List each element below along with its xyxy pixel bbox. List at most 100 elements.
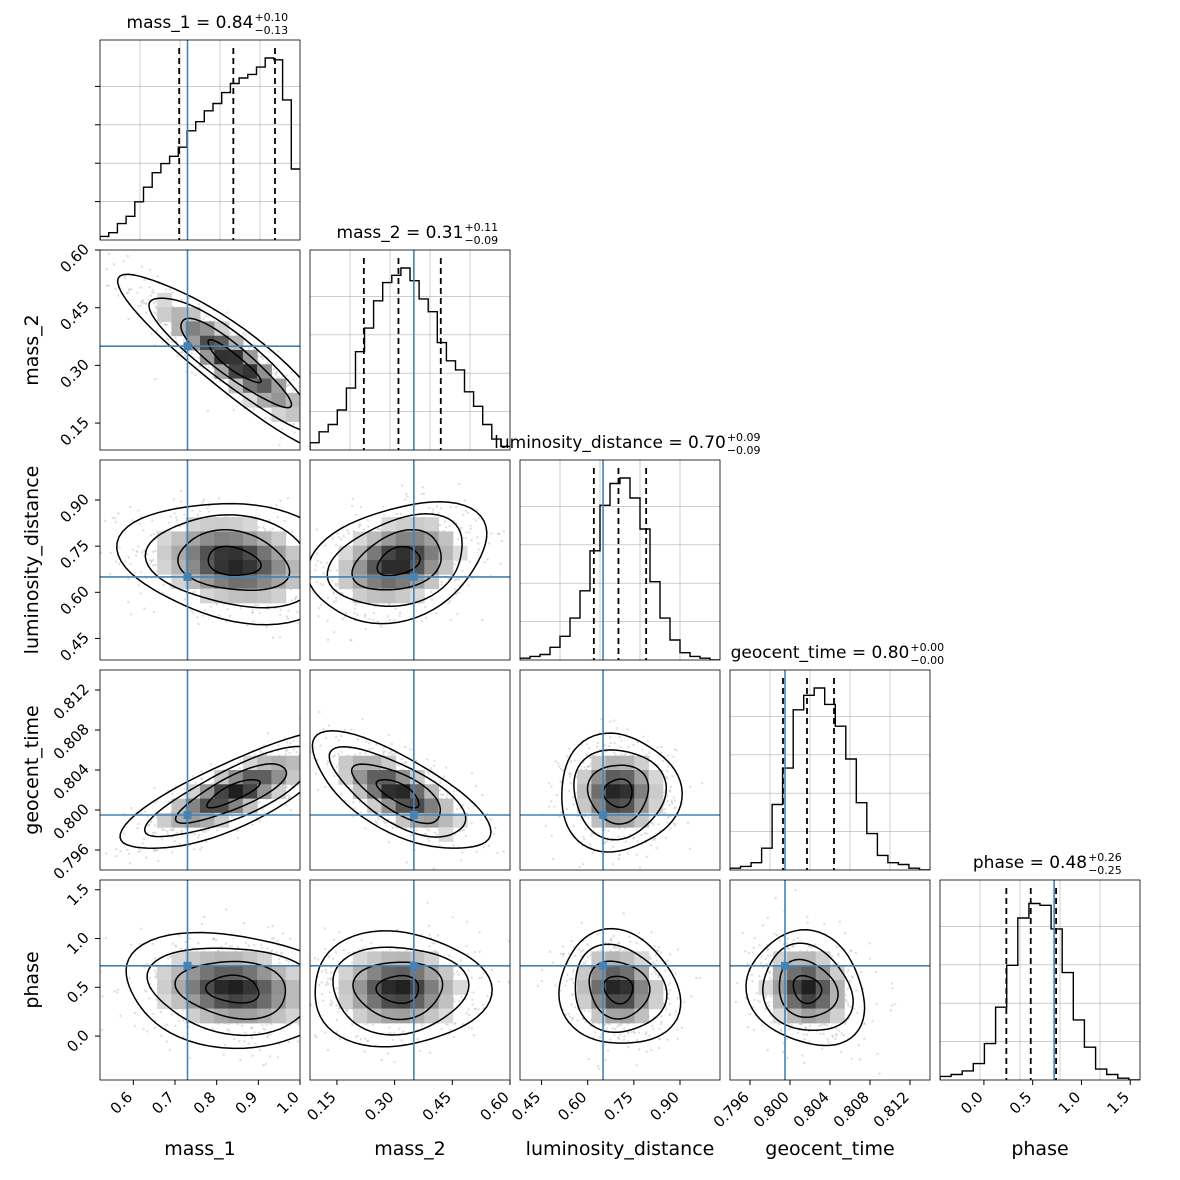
y-tick-label: 0.90 [56,490,92,526]
histogram-step [310,267,510,450]
x-tick-label: 0.9 [232,1088,262,1118]
panel-phase-vs-mass_2 [310,880,510,1080]
panel-geocent_time-vs-mass_2 [310,670,510,870]
y-tick-label: 0.60 [56,240,92,276]
x-tick-label: 0.804 [790,1088,833,1131]
truth-marker [409,811,418,819]
contours [310,501,488,625]
title-mass_1: mass_1 = 0.84 [127,13,254,33]
title-phase: phase = 0.48 [973,853,1087,873]
y-tick-label: 0.804 [50,760,93,803]
title-plus: +0.10 [254,11,288,24]
panel-frame [99,249,301,451]
panel-frame [99,39,301,241]
truth-marker [183,961,192,970]
title-plus: +0.26 [1088,851,1122,864]
truth-marker [183,572,192,581]
y-tick-label: 0.5 [63,977,93,1007]
y-axis-label-luminosity_distance: luminosity_distance [21,466,43,655]
density-grid [157,755,300,828]
x-tick-label: 0.8 [190,1088,220,1118]
x-tick-label: 0.45 [508,1088,544,1124]
x-tick-label: 1.0 [1055,1088,1085,1118]
panel-phase-vs-luminosity_distance [520,880,720,1080]
contours [558,927,682,1044]
hist-panel-luminosity_distance [520,460,720,660]
title-luminosity_distance: luminosity_distance = 0.70 [494,433,726,453]
contours [745,929,866,1047]
histogram-step [940,902,1140,1080]
truth-marker [183,342,192,351]
panel-phase-vs-mass_1 [100,880,300,1080]
y-tick-label: 0.796 [50,840,93,883]
hist-panel-mass_2 [310,250,510,450]
x-tick-label: 0.60 [554,1088,590,1124]
density-grid [758,951,845,1024]
y-axis-label-geocent_time: geocent_time [21,705,43,834]
panel-frame [309,669,511,871]
contours [119,734,300,849]
x-tick-label: 0.60 [476,1088,512,1124]
x-axis-label-mass_2: mass_2 [374,1138,446,1160]
title-minus: −0.25 [1088,864,1122,877]
panel-frame [99,459,301,661]
panel-frame [729,669,931,871]
truth-marker [599,811,608,819]
panel-frame [939,879,1141,1081]
y-tick-label: 1.5 [63,880,93,910]
histogram-step [100,57,300,240]
x-tick-label: 0.0 [957,1088,987,1118]
truth-marker [409,961,418,970]
x-tick-label: 0.5 [1006,1088,1036,1118]
x-tick-label: 0.6 [107,1088,137,1118]
x-axis-label-phase: phase [1011,1138,1068,1160]
title-minus: −0.09 [464,234,498,247]
title-mass_2: mass_2 = 0.31 [337,223,464,243]
y-axis-label-phase: phase [21,951,43,1008]
y-tick-label: 0.0 [63,1026,93,1056]
title-minus: −0.09 [727,444,761,457]
contours [561,732,683,853]
x-tick-label: 0.15 [303,1088,339,1124]
contours [311,730,492,849]
hist-panel-mass_1 [100,40,300,240]
x-tick-label: 0.800 [750,1088,793,1131]
panel-frame [309,249,511,451]
panel-frame [519,669,721,871]
density-grid [157,517,300,604]
x-tick-label: 1.0 [273,1088,303,1118]
y-tick-label: 1.0 [63,929,93,959]
y-tick-label: 0.812 [50,680,93,723]
contours [116,273,300,444]
density-grid [157,292,300,422]
x-tick-label: 0.75 [600,1088,636,1124]
truth-marker [183,811,192,819]
y-tick-label: 0.45 [56,629,92,665]
x-tick-label: 0.796 [710,1088,753,1131]
x-tick-label: 0.45 [419,1088,455,1124]
contours [116,502,300,626]
panel-mass_2-vs-mass_1 [100,250,300,450]
x-axis-label-geocent_time: geocent_time [765,1138,894,1160]
panel-frame [309,459,511,661]
panel-geocent_time-vs-mass_1 [100,670,300,870]
panel-phase-vs-geocent_time [730,880,930,1080]
title-plus: +0.00 [910,641,944,654]
contours [314,930,493,1048]
panel-geocent_time-vs-luminosity_distance [520,670,720,870]
y-tick-label: 0.30 [56,355,92,391]
y-tick-label: 0.808 [50,720,93,763]
y-tick-label: 0.800 [50,800,93,843]
y-tick-label: 0.60 [56,582,92,618]
density-grid [157,951,300,1024]
title-plus: +0.11 [464,221,498,234]
y-tick-label: 0.75 [56,536,92,572]
x-tick-label: 0.812 [870,1088,913,1131]
panel-frame [99,879,301,1081]
title-minus: −0.00 [910,654,944,667]
x-tick-label: 0.30 [361,1088,397,1124]
title-geocent_time: geocent_time = 0.80 [731,643,910,663]
x-tick-label: 0.90 [646,1088,682,1124]
hist-panel-phase [940,880,1140,1080]
